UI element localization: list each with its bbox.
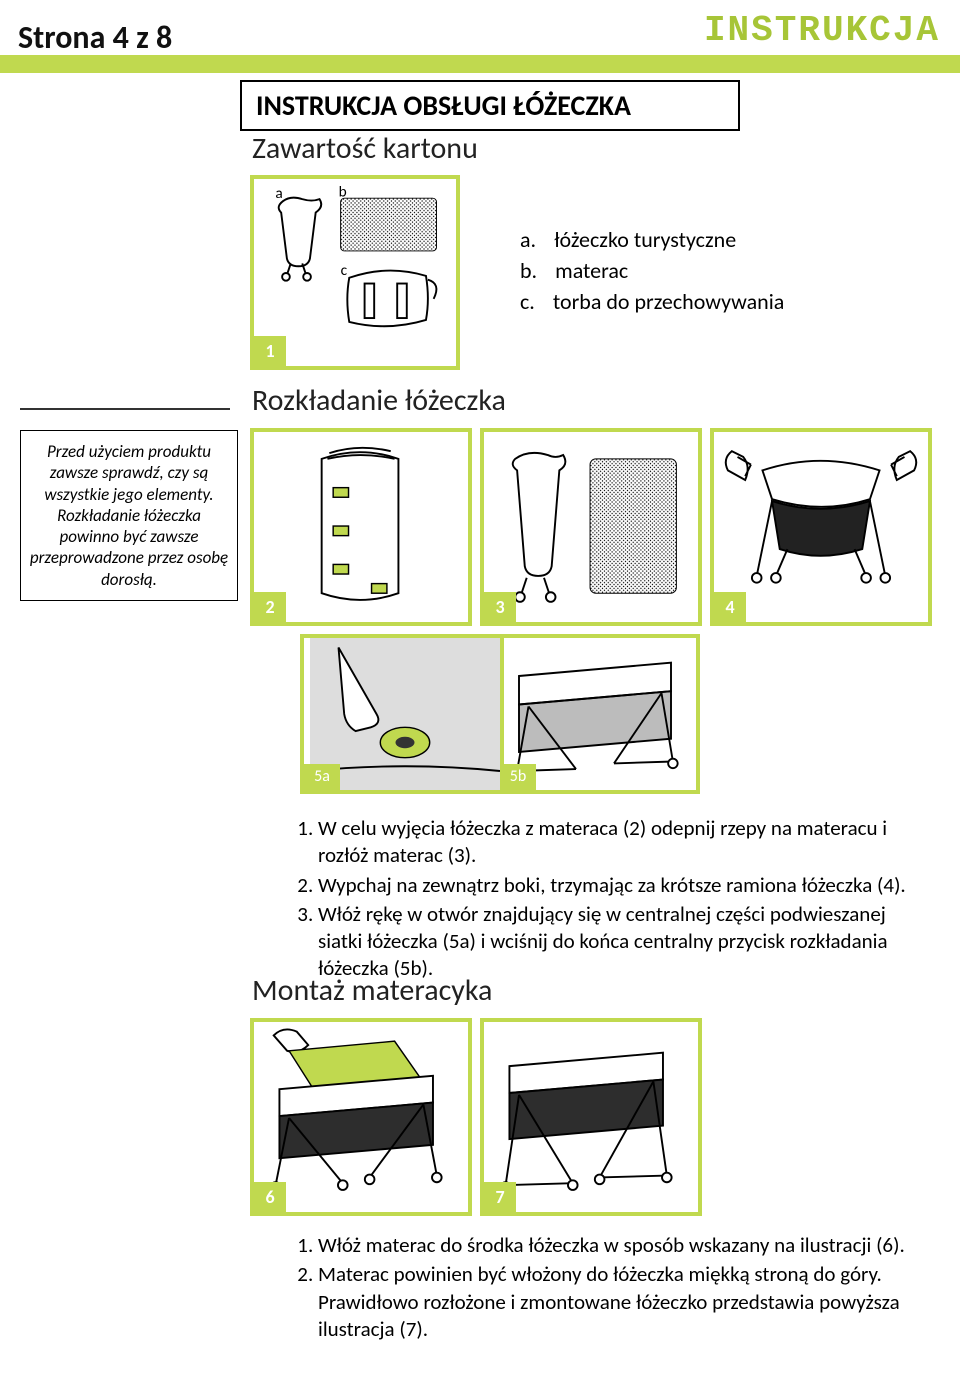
item-text: torba do przechowywania	[553, 287, 784, 318]
figure-3: 3	[480, 428, 702, 626]
list-item: W celu wyjęcia łóżeczka z materaca (2) o…	[318, 815, 930, 870]
figure-number: 2	[254, 592, 286, 622]
figure-2: 2	[250, 428, 472, 626]
unfold-steps-list: W celu wyjęcia łóżeczka z materaca (2) o…	[290, 815, 930, 985]
fig1-label-c: c	[341, 261, 348, 280]
figure-4: 4	[710, 428, 932, 626]
item-letter: a.	[520, 225, 536, 256]
item-text: łóżeczko turystyczne	[554, 225, 736, 256]
list-item: Włóż rękę w otwór znajdujący się w centr…	[318, 901, 930, 983]
title-box: INSTRUKCJA OBSŁUGI ŁÓŻECZKA	[240, 80, 740, 131]
figure-number: 7	[484, 1182, 516, 1212]
document-type-label: INSTRUKCJA	[704, 10, 940, 51]
figure-1: a b c 1	[250, 175, 460, 370]
section-heading-mattress: Montaż materacyka	[252, 972, 492, 1009]
list-item: Materac powinien być włożony do łóżeczka…	[318, 1261, 930, 1343]
fig1-label-a: a	[275, 184, 282, 203]
manual-page: Strona 4 z 8 INSTRUKCJA INSTRUKCJA OBSŁU…	[0, 0, 960, 1387]
page-number: Strona 4 z 8	[18, 18, 172, 57]
figure-number: 4	[714, 592, 746, 622]
list-item: Wypchaj na zewnątrz boki, trzymając za k…	[318, 872, 930, 899]
figure-7: 7	[480, 1018, 702, 1216]
figure-number: 3	[484, 592, 516, 622]
figure-number: 5b	[500, 764, 536, 790]
warning-box: Przed użyciem produktu zawsze sprawdź, c…	[20, 430, 238, 601]
figure-5: 5a 5b	[300, 634, 700, 794]
accent-bar	[0, 55, 960, 73]
figure-number: 6	[254, 1182, 286, 1212]
item-text: materac	[555, 256, 628, 287]
item-letter: b.	[520, 256, 537, 287]
figure-number-1: 1	[254, 336, 286, 366]
divider	[20, 408, 230, 410]
section-heading-contents: Zawartość kartonu	[252, 130, 478, 167]
section-heading-unfold: Rozkładanie łóżeczka	[252, 382, 506, 419]
figure-6: 6	[250, 1018, 472, 1216]
figure-number: 5a	[304, 764, 340, 790]
fig1-label-b: b	[339, 182, 347, 201]
item-letter: c.	[520, 287, 535, 318]
box-contents-list: a. łóżeczko turystyczne b. materac c. torba…	[520, 225, 784, 317]
list-item: Włóż materac do środka łóżeczka w sposób…	[318, 1232, 930, 1259]
mattress-steps-list: Włóż materac do środka łóżeczka w sposób…	[290, 1232, 930, 1345]
